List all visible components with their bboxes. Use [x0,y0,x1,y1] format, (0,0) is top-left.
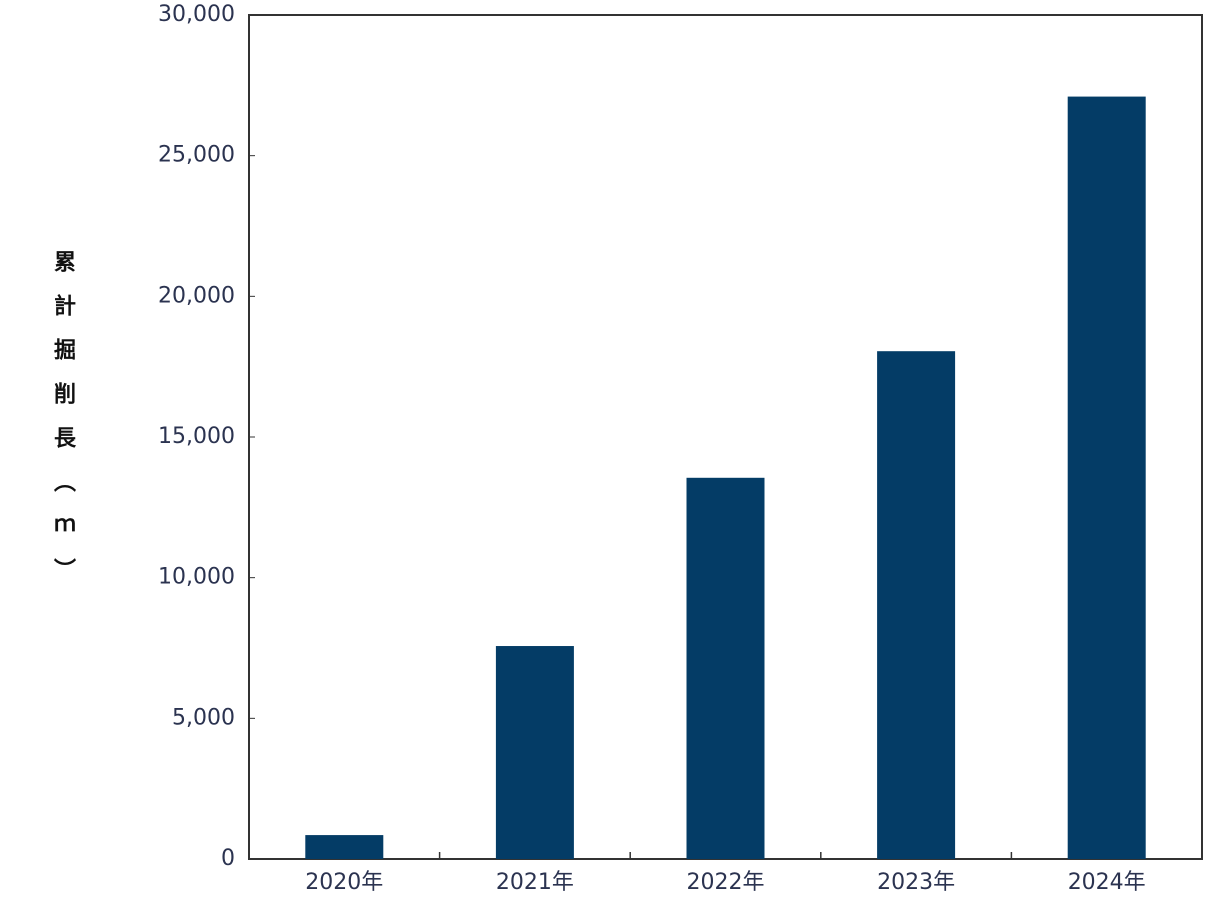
x-tick-label: 2023年 [877,870,955,895]
x-tick-label: 2020年 [305,870,383,895]
y-axis-label: 累計掘削長（ｍ） [50,250,76,602]
y-tick-label: 15,000 [158,424,235,449]
y-tick-label: 5,000 [172,705,235,730]
y-tick-label: 10,000 [158,565,235,590]
bar [495,646,574,859]
x-tick-label: 2022年 [687,870,765,895]
y-tick-label: 0 [221,846,235,871]
bar [686,477,765,859]
x-tick-label: 2024年 [1068,870,1146,895]
x-tick-label: 2021年 [496,870,574,895]
y-tick-label: 25,000 [158,143,235,168]
bar [305,835,384,859]
bar [1067,96,1146,859]
bar [877,351,956,859]
y-tick-label: 20,000 [158,283,235,308]
y-tick-label: 30,000 [158,2,235,27]
